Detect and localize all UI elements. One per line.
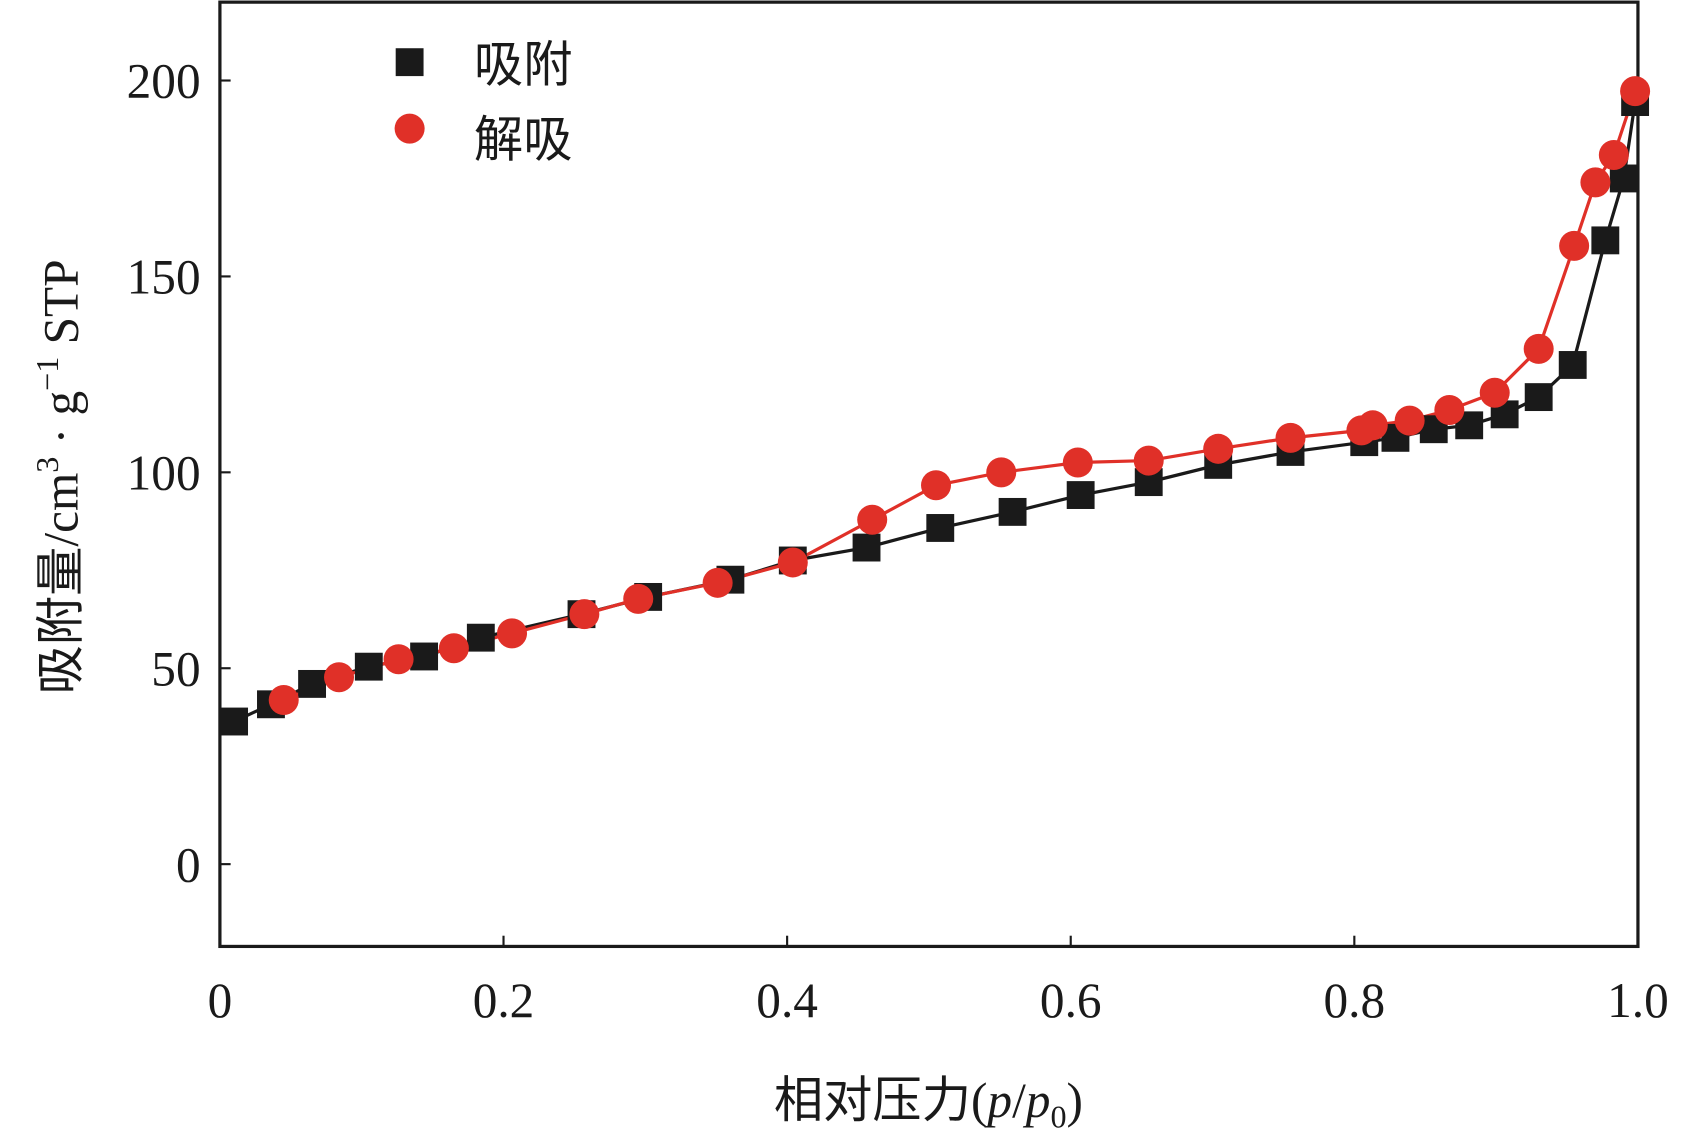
- data-point-desorption: [268, 684, 299, 715]
- data-point-desorption: [1434, 395, 1465, 426]
- data-point-adsorption: [1524, 383, 1553, 412]
- data-point-adsorption: [1066, 481, 1095, 509]
- series-line-desorption: [283, 90, 1637, 702]
- legend-marker-desorption: [394, 113, 425, 144]
- data-point-desorption: [324, 662, 355, 693]
- x-tick-label: 0.2: [473, 973, 535, 1028]
- data-point-adsorption: [354, 652, 383, 681]
- data-point-adsorption: [998, 497, 1027, 526]
- legend-label-adsorption: 吸附: [474, 37, 573, 92]
- y-tick-label: 200: [127, 54, 201, 109]
- legend-label-desorption: 解吸: [474, 112, 573, 167]
- x-axis-label: 相对压力(p/p0): [774, 1073, 1083, 1134]
- data-point-desorption: [1357, 410, 1388, 441]
- data-point-desorption: [623, 583, 654, 614]
- y-axis-label: 吸附量/cm3 · g−1 STP: [29, 259, 88, 694]
- y-tick-label: 100: [127, 445, 201, 500]
- data-point-desorption: [1598, 139, 1629, 170]
- y-tick-label: 150: [127, 250, 201, 305]
- data-point-adsorption: [410, 642, 439, 671]
- x-tick-label: 0: [208, 973, 233, 1028]
- data-point-desorption: [1062, 447, 1093, 478]
- data-point-desorption: [438, 633, 469, 664]
- data-point-desorption: [986, 457, 1017, 488]
- data-point-adsorption: [466, 623, 495, 652]
- data-point-desorption: [702, 567, 733, 598]
- data-point-desorption: [1275, 422, 1306, 453]
- x-tick-label: 0.4: [756, 973, 818, 1028]
- legend-marker-adsorption: [395, 48, 424, 77]
- data-point-desorption: [497, 618, 528, 649]
- data-point-adsorption: [1591, 226, 1620, 255]
- data-point-adsorption: [298, 669, 327, 698]
- data-point-desorption: [1133, 445, 1164, 476]
- data-point-desorption: [1203, 433, 1234, 464]
- data-point-desorption: [1479, 377, 1510, 408]
- data-point-desorption: [777, 547, 808, 578]
- x-tick-label: 0.8: [1324, 973, 1386, 1028]
- data-point-desorption: [921, 470, 952, 501]
- data-point-desorption: [383, 644, 414, 675]
- y-tick-label: 50: [151, 641, 200, 696]
- data-point-desorption: [1394, 405, 1425, 436]
- plot-frame: [218, 0, 1640, 949]
- data-point-adsorption: [1558, 351, 1587, 379]
- data-point-desorption: [857, 504, 888, 535]
- data-point-adsorption: [926, 514, 955, 542]
- data-point-desorption: [569, 599, 600, 630]
- series-line-adsorption: [233, 101, 1637, 723]
- data-point-desorption: [1580, 167, 1611, 198]
- x-tick-label: 0.6: [1040, 973, 1102, 1028]
- data-point-adsorption: [220, 707, 249, 736]
- legend: 吸附 解吸: [394, 37, 573, 167]
- data-point-desorption: [1523, 333, 1554, 364]
- data-point-desorption: [1620, 76, 1651, 107]
- data-point-adsorption: [852, 533, 881, 562]
- y-tick-label: 0: [176, 837, 201, 892]
- x-tick-label: 1.0: [1607, 973, 1669, 1028]
- data-point-desorption: [1559, 230, 1590, 261]
